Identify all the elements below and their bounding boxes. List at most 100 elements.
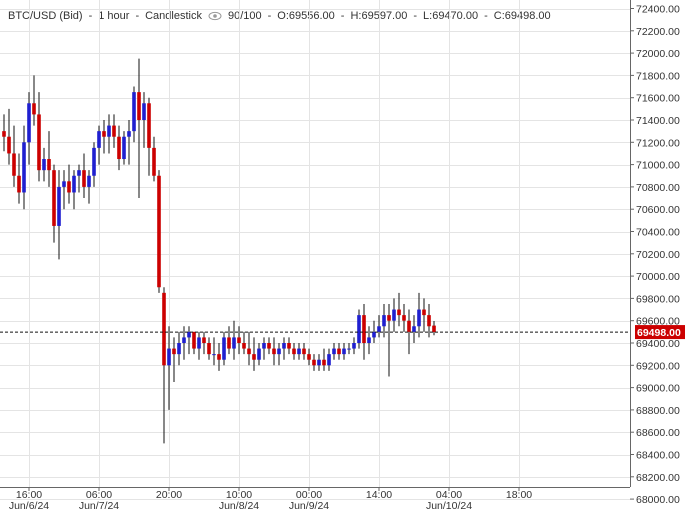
candle-body [192, 331, 196, 349]
candle-body [157, 175, 161, 288]
candle-body [152, 147, 156, 176]
y-tick-label: 71600.00 [636, 93, 680, 105]
candle-body [67, 181, 71, 193]
candle-body [377, 326, 381, 332]
candle-body [172, 348, 176, 355]
candle-body [117, 136, 121, 160]
candle-body [32, 103, 36, 115]
y-tick-label: 69400.00 [636, 338, 680, 350]
y-tick-label: 69000.00 [636, 383, 680, 395]
candle-body [367, 337, 371, 343]
candle-body [77, 170, 81, 176]
candle-body [22, 142, 26, 193]
candle-body [107, 125, 111, 137]
high-value: H:69597.00 [350, 10, 408, 22]
candle-body [102, 131, 106, 137]
candle-body [397, 309, 401, 316]
x-tick-time: 20:00 [156, 489, 182, 501]
chart-type-label: Candlestick [145, 10, 202, 22]
candle-body [47, 159, 51, 171]
candle-body [207, 343, 211, 355]
candle-body [197, 337, 201, 349]
candle-body [312, 359, 316, 366]
candle-body [337, 348, 341, 355]
candle-body [307, 354, 311, 360]
y-tick-label: 70200.00 [636, 249, 680, 261]
candle-body [412, 326, 416, 332]
candle-body [382, 315, 386, 327]
candle-body [92, 147, 96, 176]
candle-body [112, 125, 116, 137]
candle-body [417, 309, 421, 327]
candle-body [27, 103, 31, 143]
candle-body [372, 331, 376, 338]
candle-body [137, 92, 141, 120]
candle-body [322, 359, 326, 366]
candle-body [7, 136, 11, 154]
x-tick-date: Jun/10/24 [426, 500, 472, 512]
y-tick-label: 72400.00 [636, 4, 680, 16]
candle-body [212, 354, 216, 356]
candle-body [387, 315, 391, 321]
candle-body [392, 309, 396, 321]
candle-body [252, 354, 256, 360]
x-tick-time: 00:00 [296, 489, 322, 501]
y-tick-label: 72000.00 [636, 48, 680, 60]
y-tick-label: 69600.00 [636, 316, 680, 328]
candle-body [227, 337, 231, 349]
x-tick-date: Jun/7/24 [79, 500, 119, 512]
candle-body [12, 153, 16, 176]
candle-body [82, 170, 86, 187]
candle-body [127, 131, 131, 137]
candle-body [182, 337, 186, 343]
y-tick-label: 70400.00 [636, 227, 680, 239]
eye-icon[interactable] [208, 11, 222, 21]
y-tick-label: 69800.00 [636, 293, 680, 305]
x-tick-time: 06:00 [86, 489, 112, 501]
candle-body [37, 114, 41, 171]
candle-body [272, 348, 276, 355]
low-value: L:69470.00 [423, 10, 479, 22]
candle-body [317, 359, 321, 366]
candle-body [287, 343, 291, 349]
candle-body [267, 343, 271, 349]
y-tick-label: 72200.00 [636, 26, 680, 38]
candle-body [87, 175, 91, 187]
candle-body [407, 320, 411, 332]
candle-body [122, 136, 126, 160]
y-tick-label: 71000.00 [636, 160, 680, 172]
candle-body [97, 131, 101, 148]
x-tick-date: Jun/8/24 [219, 500, 259, 512]
candle-body [187, 331, 191, 338]
candle-body [297, 348, 301, 355]
open-value: O:69556.00 [277, 10, 335, 22]
y-tick-label: 68800.00 [636, 405, 680, 417]
candle-body [167, 348, 171, 366]
symbol-label: BTC/USD (Bid) [8, 10, 83, 22]
y-tick-label: 70000.00 [636, 271, 680, 283]
close-value: C:69498.00 [493, 10, 551, 22]
candle-body [52, 170, 56, 226]
candle-body [177, 343, 181, 355]
candle-body [357, 315, 361, 343]
candle-body [132, 92, 136, 132]
candle-body [232, 337, 236, 349]
candle-body [327, 354, 331, 366]
x-tick-time: 14:00 [366, 489, 392, 501]
candle-body [42, 159, 46, 171]
candle-body [402, 315, 406, 321]
x-tick-time: 16:00 [16, 489, 42, 501]
y-tick-label: 71400.00 [636, 115, 680, 127]
y-tick-label: 68200.00 [636, 472, 680, 484]
candle-body [282, 343, 286, 349]
candle-body [162, 292, 166, 366]
candle-body [222, 337, 226, 360]
candle-body [427, 315, 431, 327]
candle-body [2, 131, 6, 137]
candle-body [362, 315, 366, 343]
y-tick-label: 70600.00 [636, 204, 680, 216]
chart-header: BTC/USD (Bid) - 1 hour - Candlestick 90/… [8, 10, 551, 22]
x-tick-date: Jun/9/24 [289, 500, 329, 512]
y-tick-label: 69200.00 [636, 360, 680, 372]
